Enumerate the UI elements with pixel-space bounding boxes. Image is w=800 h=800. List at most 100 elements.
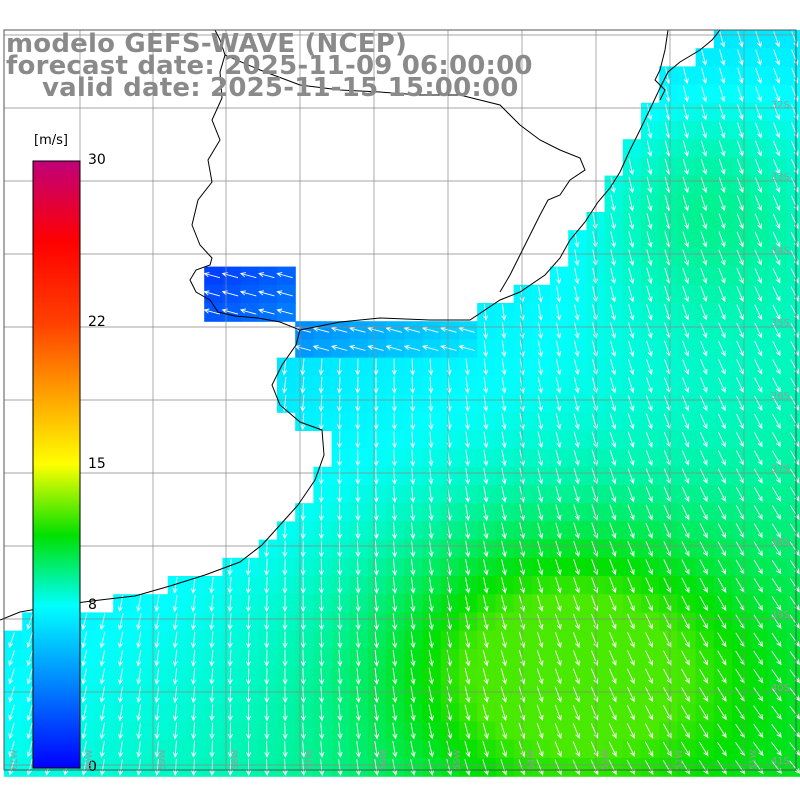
wind-speed-cell — [404, 466, 424, 486]
wind-speed-cell — [495, 430, 515, 450]
wind-arrow — [719, 85, 726, 103]
wind-speed-cell — [732, 193, 751, 213]
wind-speed-cell — [513, 394, 533, 413]
wind-speed-cell — [386, 758, 405, 777]
wind-speed-cell — [404, 594, 424, 613]
wind-speed-cell — [768, 630, 788, 650]
wind-arrow — [700, 176, 708, 194]
wind-arrow — [646, 249, 653, 267]
wind-speed-cell — [768, 576, 788, 595]
wind-speed-cell — [750, 630, 769, 650]
wind-speed-cell — [550, 739, 569, 759]
wind-speed-cell — [641, 721, 660, 741]
wind-arrow — [227, 686, 233, 704]
wind-arrow — [771, 541, 782, 557]
wind-speed-cell — [677, 157, 697, 177]
wind-speed-cell — [495, 339, 515, 359]
wind-arrow — [773, 122, 781, 139]
wind-speed-cell — [349, 721, 369, 741]
wind-arrow — [355, 485, 361, 504]
wind-arrow — [773, 31, 781, 48]
wind-speed-cell — [422, 430, 442, 450]
colorbar-unit: [m/s] — [34, 133, 68, 148]
wind-arrow — [681, 413, 690, 430]
wind-speed-cell — [622, 685, 642, 704]
wind-speed-cell — [531, 721, 551, 741]
wind-speed-cell — [695, 175, 715, 195]
longitude-label: 60W — [85, 749, 95, 770]
wind-speed-cell — [695, 703, 715, 723]
wind-speed-cell — [513, 303, 533, 322]
wind-arrow — [699, 632, 709, 648]
wind-speed-cell — [422, 466, 442, 486]
wind-speed-cell — [331, 412, 351, 431]
wind-speed-cell — [422, 630, 442, 650]
wind-speed-cell — [732, 157, 751, 177]
wind-speed-cell — [258, 703, 278, 723]
wind-arrow — [772, 231, 781, 248]
wind-arrow — [555, 431, 562, 449]
wind-arrow — [682, 176, 689, 194]
wind-arrow — [355, 504, 361, 522]
wind-arrow — [719, 49, 726, 66]
wind-arrow — [464, 595, 471, 613]
wind-arrow — [718, 104, 726, 121]
wind-speed-cell — [713, 721, 733, 741]
wind-speed-cell — [768, 102, 788, 122]
wind-arrow — [572, 741, 581, 758]
wind-speed-cell — [349, 758, 369, 777]
wind-speed-cell — [368, 521, 387, 541]
wind-speed-cell — [677, 266, 697, 286]
wind-arrow — [446, 722, 453, 740]
wind-speed-cell — [313, 576, 333, 595]
wind-speed-cell — [349, 594, 369, 613]
wind-arrow — [385, 344, 403, 351]
wind-arrow — [81, 722, 87, 740]
wind-arrow — [337, 686, 343, 704]
wind-speed-cell — [240, 721, 260, 741]
wind-arrow — [791, 86, 799, 102]
wind-speed-cell — [677, 667, 697, 686]
wind-arrow — [572, 668, 580, 685]
wind-arrow — [699, 468, 708, 484]
wind-speed-cell — [659, 375, 678, 395]
wind-speed-cell — [732, 102, 751, 122]
wind-speed-cell — [277, 375, 296, 395]
wind-arrow — [209, 649, 215, 667]
wind-speed-cell — [513, 339, 533, 359]
wind-arrow — [26, 668, 33, 685]
wind-arrow — [239, 272, 257, 279]
wind-arrow — [8, 722, 15, 740]
wind-arrow — [428, 577, 434, 594]
wind-speed-cell — [768, 339, 788, 359]
wind-arrow — [373, 413, 379, 431]
wind-arrow — [99, 649, 106, 667]
wind-speed-cell — [349, 703, 369, 723]
wind-speed-cell — [404, 703, 424, 723]
wind-arrow — [482, 595, 489, 613]
lat-lon-grid — [4, 30, 796, 770]
wind-speed-cell — [331, 448, 351, 468]
wind-arrow — [555, 413, 562, 431]
wind-speed-cell — [331, 394, 351, 413]
wind-speed-cell — [786, 703, 800, 723]
wind-speed-cell — [76, 739, 96, 759]
wind-speed-cell — [568, 230, 587, 249]
wind-speed-cell — [659, 157, 678, 177]
wind-speed-cell — [513, 648, 533, 668]
wind-arrow — [645, 541, 653, 557]
wind-speed-cell — [604, 739, 624, 759]
wind-arrow — [191, 667, 197, 686]
wind-arrow — [555, 522, 562, 540]
wind-speed-cell — [440, 394, 460, 413]
wind-speed-cell — [295, 630, 314, 650]
wind-arrow — [555, 504, 562, 521]
wind-arrow — [245, 595, 251, 613]
wind-arrow — [699, 522, 708, 539]
wind-speed-cell — [331, 503, 351, 522]
wind-speed-cell — [732, 539, 751, 559]
wind-arrow — [628, 213, 635, 230]
wind-speed-cell — [713, 503, 733, 522]
wind-arrow — [791, 104, 799, 121]
wind-speed-cell — [659, 248, 678, 268]
